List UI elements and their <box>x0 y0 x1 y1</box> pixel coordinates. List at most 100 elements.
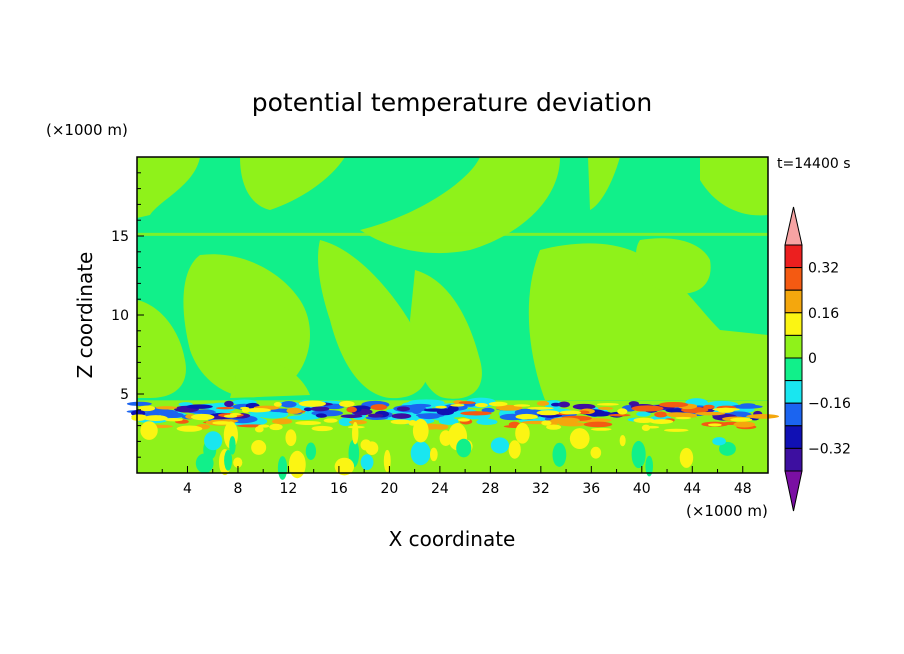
contour-region <box>631 440 646 469</box>
contour-region <box>596 403 619 406</box>
colorbar-segment <box>784 380 803 404</box>
contour-region <box>176 425 203 432</box>
contour-region <box>195 453 214 474</box>
x-tick-label: 4 <box>183 481 192 497</box>
contour-region <box>663 428 689 432</box>
contour-region <box>429 447 438 462</box>
colorbar-extend-max <box>784 206 803 246</box>
contour-region <box>590 446 602 459</box>
contour-region <box>536 400 550 406</box>
y-tick-label: 10 <box>111 308 129 324</box>
contour-region <box>295 420 322 426</box>
contour-region <box>536 410 560 416</box>
contour-region <box>190 413 215 421</box>
time-label: t=14400 s <box>777 156 851 172</box>
contour-region <box>717 407 735 413</box>
contour-region <box>450 403 465 407</box>
x-tick-label: 48 <box>734 481 752 497</box>
colorbar-segment <box>784 289 803 314</box>
contour-region <box>733 421 756 428</box>
x-tick-label: 16 <box>330 481 348 497</box>
contour-region <box>334 457 355 476</box>
contour-region <box>368 413 384 418</box>
x-tick-label: 36 <box>582 481 600 497</box>
contour-region <box>360 157 560 254</box>
contour-region <box>515 413 538 420</box>
contour-region <box>490 437 510 454</box>
contour-region <box>244 407 272 413</box>
contour-region <box>608 413 631 417</box>
x-tick-label: 12 <box>280 481 298 497</box>
contour-region <box>223 414 238 418</box>
contour-region <box>310 406 330 412</box>
contour-region <box>215 406 235 410</box>
contour-region <box>240 157 345 210</box>
contour-region <box>457 418 470 422</box>
contour-region <box>703 404 715 410</box>
contour-region <box>460 411 492 416</box>
contour-region <box>645 455 654 477</box>
contour-region <box>598 406 614 410</box>
contour-region <box>481 407 495 413</box>
contour-region <box>619 435 626 447</box>
contour-region <box>546 424 562 430</box>
contour-region <box>679 447 694 468</box>
contour-region <box>140 421 158 440</box>
contour-region <box>476 418 498 426</box>
contour-region <box>633 417 655 423</box>
contour-region <box>434 424 449 430</box>
contour-region <box>272 418 293 425</box>
colorbar-extend-min <box>784 470 803 512</box>
contour-region <box>649 419 674 424</box>
contour-region <box>435 405 448 409</box>
contour-region <box>458 401 476 405</box>
colorbar-segment <box>784 402 803 427</box>
colorbar-tick-label: −0.16 <box>808 396 851 412</box>
x-tick-label: 44 <box>683 481 701 497</box>
contour-region <box>303 407 312 412</box>
contour-region <box>315 413 327 418</box>
x-tick-label: 24 <box>431 481 449 497</box>
contour-region <box>551 402 561 407</box>
contour-region <box>137 300 186 398</box>
contour-region <box>224 449 233 471</box>
contour-region <box>515 422 530 444</box>
contour-region <box>569 428 590 449</box>
contour-region <box>708 423 722 427</box>
contour-region <box>746 414 780 419</box>
contour-region <box>528 243 768 400</box>
contour-region <box>641 424 651 431</box>
contour-region <box>286 407 302 414</box>
contour-region <box>311 425 333 432</box>
contour-region <box>186 404 213 409</box>
contour-region <box>183 254 310 398</box>
contour-region <box>508 440 521 459</box>
contour-region <box>305 442 317 460</box>
contour-region <box>269 423 283 431</box>
field-pattern <box>126 157 780 480</box>
contour-region <box>636 411 651 417</box>
x-tick-label: 8 <box>233 481 242 497</box>
contour-region <box>552 442 567 467</box>
contour-region <box>617 408 628 415</box>
contour-region <box>138 405 156 412</box>
contour-region <box>541 420 552 426</box>
colorbar-segment <box>784 447 803 472</box>
contour-region <box>137 232 768 236</box>
colorbar-segment <box>784 357 803 382</box>
contour-region <box>410 441 431 466</box>
contour-region <box>251 440 267 455</box>
colorbar-segment <box>784 312 803 336</box>
colorbar-segment <box>784 244 803 269</box>
contour-region <box>131 415 146 421</box>
contour-region <box>410 270 482 399</box>
contour-region <box>712 437 726 446</box>
contour-region <box>277 456 288 480</box>
contour-region <box>391 413 412 419</box>
contour-region <box>161 412 184 419</box>
contour-region <box>229 436 236 455</box>
contour-region <box>390 419 412 425</box>
contour-region <box>577 410 590 415</box>
contour-region <box>348 419 367 425</box>
